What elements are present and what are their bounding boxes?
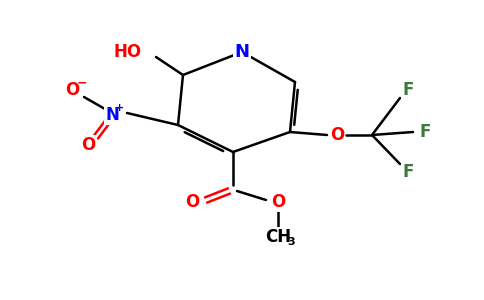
Text: N: N bbox=[235, 43, 249, 61]
Text: F: F bbox=[402, 163, 414, 181]
Text: HO: HO bbox=[114, 43, 142, 61]
Text: CH: CH bbox=[265, 228, 291, 246]
Text: O: O bbox=[81, 136, 95, 154]
Text: +: + bbox=[115, 103, 124, 113]
Text: O: O bbox=[330, 126, 344, 144]
Text: O: O bbox=[65, 81, 79, 99]
Text: O: O bbox=[185, 193, 199, 211]
Text: F: F bbox=[419, 123, 431, 141]
Text: −: − bbox=[77, 76, 87, 89]
Text: N: N bbox=[105, 106, 119, 124]
Text: 3: 3 bbox=[287, 237, 295, 247]
Text: F: F bbox=[402, 81, 414, 99]
Text: O: O bbox=[271, 193, 285, 211]
